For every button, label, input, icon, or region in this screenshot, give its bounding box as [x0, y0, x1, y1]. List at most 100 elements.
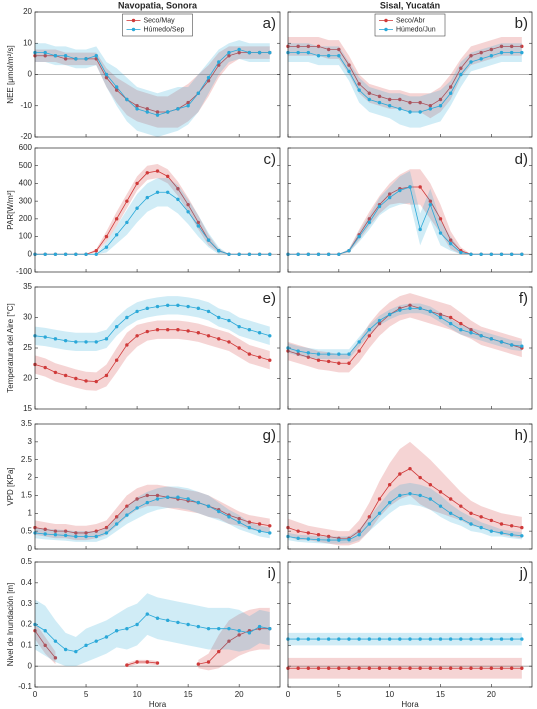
data-point [145, 171, 149, 175]
data-point [306, 252, 311, 256]
panel-label: e) [263, 290, 276, 307]
data-point [268, 531, 272, 535]
data-point [145, 612, 149, 616]
data-point [196, 91, 201, 95]
data-point [347, 666, 351, 670]
data-point [357, 637, 361, 641]
data-point [296, 44, 300, 49]
data-point [176, 495, 180, 499]
data-point [479, 57, 483, 61]
data-point [418, 100, 422, 105]
data-point [53, 337, 58, 341]
data-point [408, 185, 412, 189]
data-point [316, 637, 321, 641]
data-point [227, 252, 231, 256]
data-point [53, 533, 58, 537]
data-point [237, 346, 241, 350]
data-point [459, 72, 463, 77]
data-point [326, 637, 331, 641]
data-point [367, 515, 372, 519]
data-point [438, 104, 443, 108]
data-point [227, 318, 231, 323]
data-point [155, 304, 160, 309]
y-tick-label: 300 [19, 196, 33, 205]
data-point [84, 534, 88, 539]
data-point [459, 637, 463, 641]
series-line [34, 304, 270, 343]
data-point [217, 315, 221, 320]
data-point [104, 531, 109, 535]
y-tick-label: 30 [23, 313, 32, 322]
plot-frame [34, 147, 281, 273]
data-point [247, 631, 252, 635]
data-point [166, 618, 170, 623]
data-point [387, 104, 392, 108]
error-band [35, 486, 270, 542]
data-point [227, 639, 231, 643]
data-point [418, 306, 422, 311]
data-point [418, 475, 422, 480]
series-line [287, 468, 522, 539]
data-point [448, 321, 453, 326]
data-point [74, 376, 78, 381]
data-point [296, 352, 300, 356]
data-point [316, 352, 321, 356]
data-point [520, 344, 524, 348]
x-tick-label: 5 [84, 690, 89, 699]
data-point [469, 54, 473, 58]
data-point [316, 666, 321, 670]
data-point [63, 529, 68, 533]
y-tick-label: -0.1 [18, 682, 32, 691]
data-point [337, 538, 341, 542]
data-point [257, 522, 262, 526]
data-point [206, 504, 211, 508]
panel: h) [286, 423, 533, 550]
data-point [428, 666, 433, 670]
data-point [247, 352, 252, 356]
data-point [268, 50, 272, 55]
plot-area [35, 424, 280, 549]
data-point [217, 509, 221, 514]
data-point [347, 538, 351, 542]
data-point [357, 349, 361, 353]
data-point [114, 233, 119, 237]
data-point [367, 666, 372, 670]
data-point [155, 169, 160, 173]
y-tick-label: 15 [23, 404, 32, 413]
error-band [288, 482, 522, 544]
data-point [196, 624, 201, 629]
data-point [509, 252, 514, 256]
panel-label: i) [268, 565, 276, 582]
panel-label: b) [515, 15, 528, 32]
series-line [198, 628, 270, 665]
series-line [35, 49, 270, 116]
data-point [428, 309, 433, 314]
data-point [217, 337, 221, 341]
data-point [53, 54, 58, 58]
panel-label: h) [515, 427, 528, 444]
y-tick-label: 400 [19, 179, 33, 188]
data-point [326, 359, 331, 364]
data-point [247, 525, 252, 530]
data-point [155, 328, 160, 332]
plot-frame [34, 286, 281, 410]
error-band [288, 169, 522, 255]
data-point [387, 637, 392, 641]
data-point [206, 334, 211, 338]
data-point [114, 324, 119, 329]
data-point [438, 666, 443, 670]
data-point [257, 624, 262, 629]
y-tick-label: 35 [23, 282, 32, 291]
data-point [357, 234, 361, 239]
y-tick-label: 0.4 [21, 578, 33, 587]
data-point [125, 663, 129, 667]
data-point [377, 321, 382, 326]
data-point [499, 531, 504, 535]
data-point [509, 44, 514, 49]
data-point [135, 107, 139, 111]
data-point [114, 629, 119, 633]
panel-label: c) [264, 151, 277, 168]
y-tick-label: 0 [28, 70, 33, 79]
data-point [428, 497, 433, 501]
data-point [125, 343, 129, 347]
